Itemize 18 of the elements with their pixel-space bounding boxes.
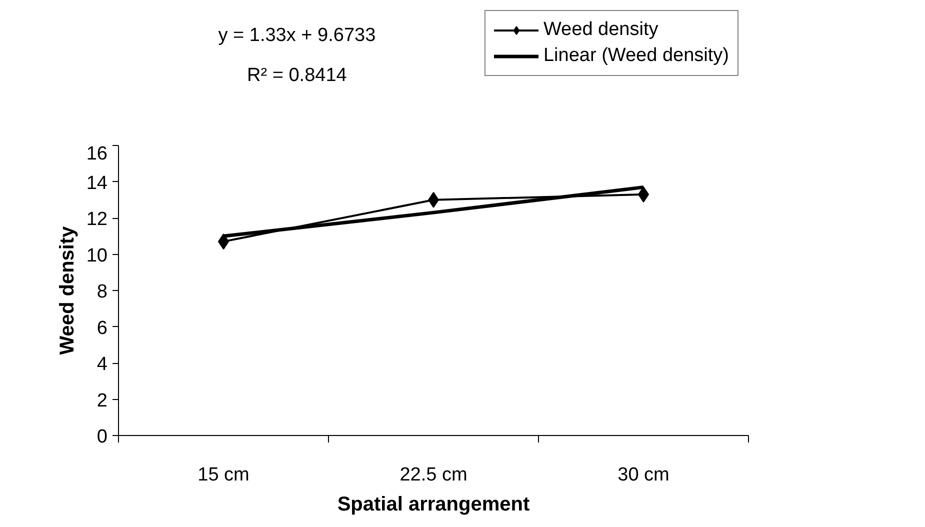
y-tick-label: 10 (86, 245, 108, 266)
y-tick-label: 4 (96, 354, 108, 375)
x-tick-label: 22.5 cm (400, 464, 468, 486)
legend-label: Linear (Weed density) (543, 45, 729, 67)
y-tick-label: 14 (86, 172, 108, 194)
y-tick-label: 6 (96, 318, 108, 339)
x-tick-label: 15 cm (198, 464, 250, 486)
y-tick-label: 0 (96, 426, 108, 448)
y-axis-title: Weed density (56, 225, 78, 355)
x-tick-label: 30 cm (618, 464, 670, 486)
text: y = 1.33x + 9.6733 (218, 25, 376, 46)
y-tick-label: 8 (96, 282, 108, 302)
y-tick-label: 16 (86, 144, 108, 164)
x-axis-title: Spatial arrangement (337, 494, 530, 516)
y-tick-label: 12 (86, 209, 108, 230)
y-tick-label: 2 (96, 390, 108, 412)
text: R² = 0.8414 (247, 65, 348, 86)
legend-label: Weed density (543, 19, 658, 41)
